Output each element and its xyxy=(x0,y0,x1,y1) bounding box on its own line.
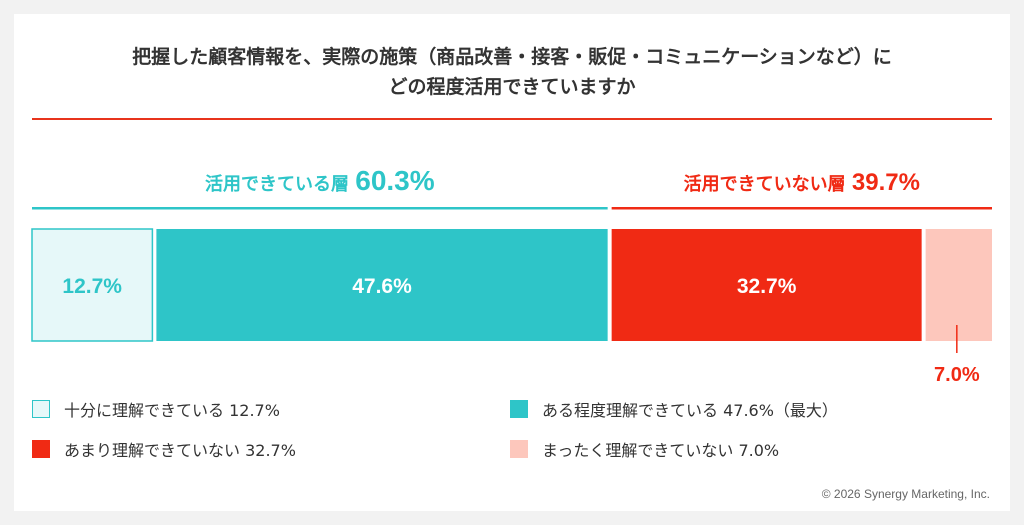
chart-title-line2: どの程度活用できていますか xyxy=(388,76,636,98)
legend-label: ある程度理解できている 47.6%（最大） xyxy=(542,401,838,420)
legend-label: 十分に理解できている 12.7% xyxy=(64,401,280,420)
data-label: 47.6% xyxy=(352,275,412,298)
title-divider xyxy=(32,118,992,120)
legend-swatch xyxy=(32,400,50,418)
group-not-using-rule xyxy=(611,207,992,210)
bar-segment-no-understanding xyxy=(925,229,992,341)
chart-title: 把握した顧客情報を、実際の施策（商品改善・接客・販促・コミュニケーションなど）に… xyxy=(14,42,1010,102)
legend-swatch xyxy=(510,400,528,418)
group-value: 60.3% xyxy=(355,165,434,196)
legend-item-full-understanding: 十分に理解できている 12.7% xyxy=(32,397,280,421)
legend-item-no-understanding: まったく理解できていない 7.0% xyxy=(510,437,779,461)
data-label: 7.0% xyxy=(934,364,980,386)
chart-card: 把握した顧客情報を、実際の施策（商品改善・接客・販促・コミュニケーションなど）に… xyxy=(14,14,1010,511)
group-value: 39.7% xyxy=(852,169,920,196)
chart-title-line1: 把握した顧客情報を、実際の施策（商品改善・接客・販促・コミュニケーションなど）に xyxy=(132,46,892,68)
group-label: 活用できていない層 xyxy=(684,173,852,195)
bar-segment-little-understanding xyxy=(611,229,922,341)
group-not-using-header: 活用できていない層 39.7% xyxy=(684,169,920,196)
legend-label: まったく理解できていない 7.0% xyxy=(542,441,780,460)
bar-segment-full-understanding xyxy=(31,228,154,342)
group-using-header: 活用できている層 60.3% xyxy=(205,165,435,196)
legend-item-little-understanding: あまり理解できていない 32.7% xyxy=(32,437,296,461)
group-using-rule xyxy=(32,207,608,210)
data-label: 32.7% xyxy=(737,275,797,298)
copyright-footer: © 2026 Synergy Marketing, Inc. xyxy=(821,487,990,501)
legend-item-some-understanding: ある程度理解できている 47.6%（最大） xyxy=(510,397,838,421)
bar-segment-some-understanding xyxy=(156,229,608,341)
group-label: 活用できている層 xyxy=(205,173,355,195)
legend-label: あまり理解できていない 32.7% xyxy=(64,441,296,460)
stacked-bar-chart: 12.7% 47.6% 32.7% 7.0% 活用できている層 60.3% 活用できていな… xyxy=(31,165,992,386)
legend-swatch xyxy=(510,440,528,458)
data-label: 12.7% xyxy=(62,275,122,298)
legend-swatch xyxy=(32,440,50,458)
